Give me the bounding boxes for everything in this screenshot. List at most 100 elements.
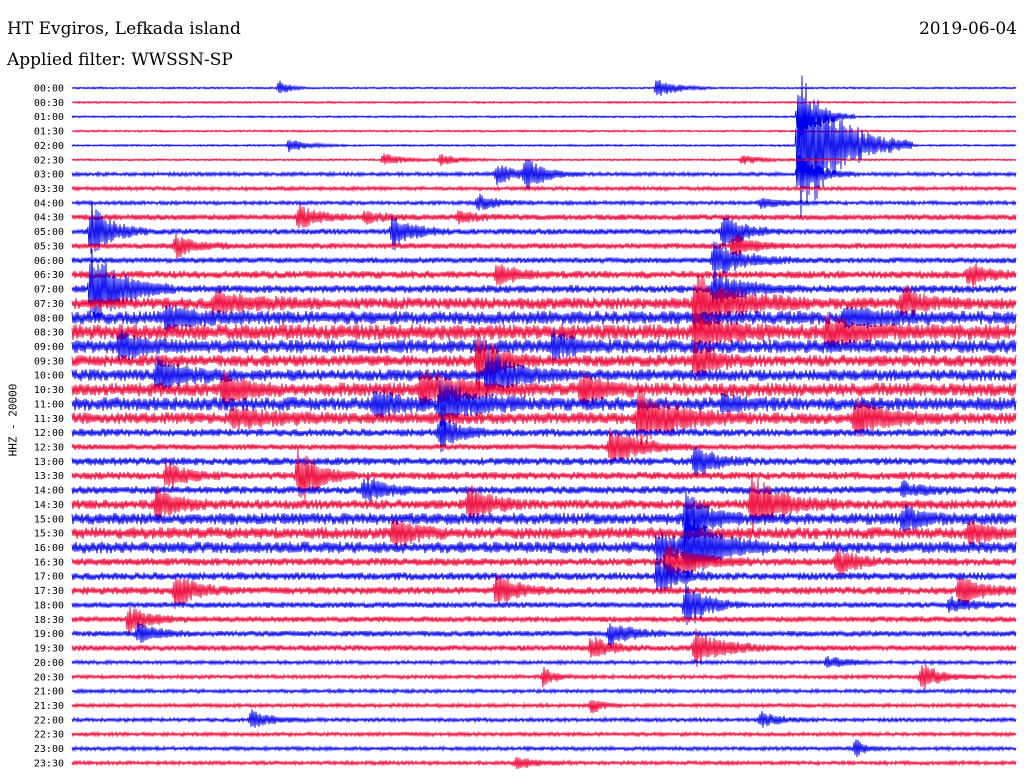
trace-row bbox=[71, 448, 1017, 500]
trace-row bbox=[71, 558, 1017, 594]
row-time-label: 21:00 bbox=[34, 687, 64, 698]
trace-row bbox=[71, 94, 1017, 138]
trace-row bbox=[71, 606, 1017, 634]
trace-row bbox=[71, 446, 1017, 477]
trace-row bbox=[71, 328, 1017, 361]
row-time-label: 06:00 bbox=[34, 256, 64, 267]
trace-row bbox=[71, 491, 1017, 550]
trace-row bbox=[71, 241, 1017, 277]
row-time-label: 20:00 bbox=[34, 658, 64, 669]
trace-row bbox=[71, 655, 1017, 668]
trace-row bbox=[71, 427, 1017, 464]
trace-row bbox=[71, 664, 1017, 690]
trace-row bbox=[71, 274, 1017, 333]
trace-row bbox=[71, 193, 1017, 211]
trace-row bbox=[71, 757, 1017, 770]
trace-row bbox=[71, 583, 1017, 626]
row-time-label: 14:00 bbox=[34, 486, 64, 497]
row-time-label: 20:30 bbox=[34, 672, 64, 683]
row-time-label: 18:00 bbox=[34, 600, 64, 611]
trace-row bbox=[71, 573, 1017, 609]
trace-row bbox=[71, 233, 1017, 259]
trace-row bbox=[71, 311, 1017, 350]
row-time-label: 18:30 bbox=[34, 615, 64, 626]
trace-row bbox=[71, 153, 1017, 166]
trace-row bbox=[71, 628, 1017, 668]
row-time-label: 14:30 bbox=[34, 500, 64, 511]
row-time-label: 13:00 bbox=[34, 457, 64, 468]
trace-row bbox=[71, 201, 1017, 254]
trace-row bbox=[71, 687, 1017, 695]
trace-group bbox=[71, 75, 1017, 770]
station-title: HT Evgiros, Lefkada island bbox=[7, 19, 241, 39]
trace-row bbox=[71, 330, 1017, 392]
row-time-label: 10:00 bbox=[34, 371, 64, 382]
row-time-label: 05:30 bbox=[34, 241, 64, 252]
row-time-label: 00:00 bbox=[34, 84, 64, 95]
trace-row bbox=[71, 100, 1017, 105]
row-time-label: 04:30 bbox=[34, 213, 64, 224]
row-time-label: 17:00 bbox=[34, 572, 64, 583]
row-time-label: 01:00 bbox=[34, 112, 64, 123]
row-time-label: 19:30 bbox=[34, 644, 64, 655]
trace-row bbox=[71, 510, 1017, 580]
row-time-label: 17:30 bbox=[34, 586, 64, 597]
row-time-label: 13:30 bbox=[34, 471, 64, 482]
row-time-label: 16:30 bbox=[34, 557, 64, 568]
trace-row bbox=[71, 622, 1017, 649]
row-time-label: 15:30 bbox=[34, 529, 64, 540]
trace-row bbox=[71, 472, 1017, 533]
trace-row bbox=[71, 730, 1017, 738]
row-time-label: 10:30 bbox=[34, 385, 64, 396]
record-date: 2019-06-04 bbox=[918, 19, 1017, 39]
row-time-label: 04:00 bbox=[34, 198, 64, 209]
row-time-label: 16:00 bbox=[34, 543, 64, 554]
trace-row bbox=[71, 349, 1017, 397]
row-time-label: 19:00 bbox=[34, 629, 64, 640]
row-time-label: 02:00 bbox=[34, 141, 64, 152]
row-time-label: 07:30 bbox=[34, 299, 64, 310]
trace-row bbox=[71, 203, 1017, 229]
trace-row bbox=[71, 75, 1017, 218]
trace-row bbox=[71, 413, 1017, 453]
trace-row bbox=[71, 519, 1017, 550]
trace-row bbox=[71, 543, 1017, 582]
trace-row bbox=[71, 154, 1017, 192]
trace-row bbox=[71, 184, 1017, 193]
trace-row bbox=[71, 249, 1017, 322]
trace-row bbox=[71, 379, 1017, 431]
trace-row bbox=[71, 699, 1017, 714]
row-time-label: 11:00 bbox=[34, 399, 64, 410]
row-time-label: 09:30 bbox=[34, 356, 64, 367]
trace-row bbox=[71, 389, 1017, 446]
row-time-label: 11:30 bbox=[34, 414, 64, 425]
row-time-label: 23:30 bbox=[34, 758, 64, 769]
row-time-label: 00:30 bbox=[34, 98, 64, 109]
trace-row bbox=[71, 369, 1017, 412]
trace-row bbox=[71, 478, 1017, 501]
trace-row bbox=[71, 739, 1017, 758]
row-time-label: 03:00 bbox=[34, 170, 64, 181]
row-time-label: 05:00 bbox=[34, 227, 64, 238]
row-time-label: 12:30 bbox=[34, 443, 64, 454]
row-time-label: 08:00 bbox=[34, 313, 64, 324]
row-time-label: 01:30 bbox=[34, 127, 64, 138]
row-label-group: 00:00 00:30 01:00 01:30 02:00 02:30 03:00 03:30… bbox=[34, 84, 64, 770]
row-time-label: 21:30 bbox=[34, 701, 64, 712]
row-time-label: 22:30 bbox=[34, 730, 64, 741]
row-time-label: 09:00 bbox=[34, 342, 64, 353]
row-time-label: 03:30 bbox=[34, 184, 64, 195]
row-time-label: 12:00 bbox=[34, 428, 64, 439]
row-time-label: 23:00 bbox=[34, 744, 64, 755]
trace-row bbox=[71, 263, 1017, 288]
row-time-label: 08:30 bbox=[34, 328, 64, 339]
row-time-label: 15:00 bbox=[34, 514, 64, 525]
row-time-label: 02:30 bbox=[34, 155, 64, 166]
trace-row bbox=[71, 80, 1017, 96]
trace-row bbox=[71, 709, 1017, 728]
trace-row bbox=[71, 304, 1017, 332]
row-time-label: 06:30 bbox=[34, 270, 64, 281]
trace-row bbox=[71, 129, 1017, 134]
row-time-label: 22:00 bbox=[34, 715, 64, 726]
